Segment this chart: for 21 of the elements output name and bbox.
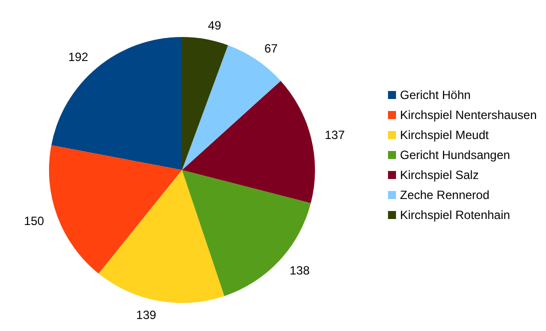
legend-label: Zeche Rennerod [400,188,490,202]
pie-slice [182,170,311,296]
data-label: 49 [208,18,222,32]
legend-label: Gericht Höhn [400,88,471,102]
legend-label: Kirchspiel Meudt [400,128,490,142]
legend-label: Kirchspiel Nentershausen [400,108,537,122]
data-label: 139 [136,308,156,322]
pie-slice [49,145,182,274]
data-label: 137 [324,128,346,142]
data-label: 67 [264,41,278,56]
pie-slice [182,37,228,170]
data-label: 138 [290,263,310,278]
data-label: 192 [68,50,89,64]
data-label: 150 [24,214,44,228]
legend-label: Gericht Hundsangen [400,148,510,162]
pie-slice [98,170,224,303]
legend-label: Kirchspiel Salz [400,168,479,182]
pie-slice [182,45,281,170]
pie-slice [182,80,315,204]
legend-label: Kirchspiel Rotenhain [400,208,510,222]
pie-slice [51,37,182,170]
